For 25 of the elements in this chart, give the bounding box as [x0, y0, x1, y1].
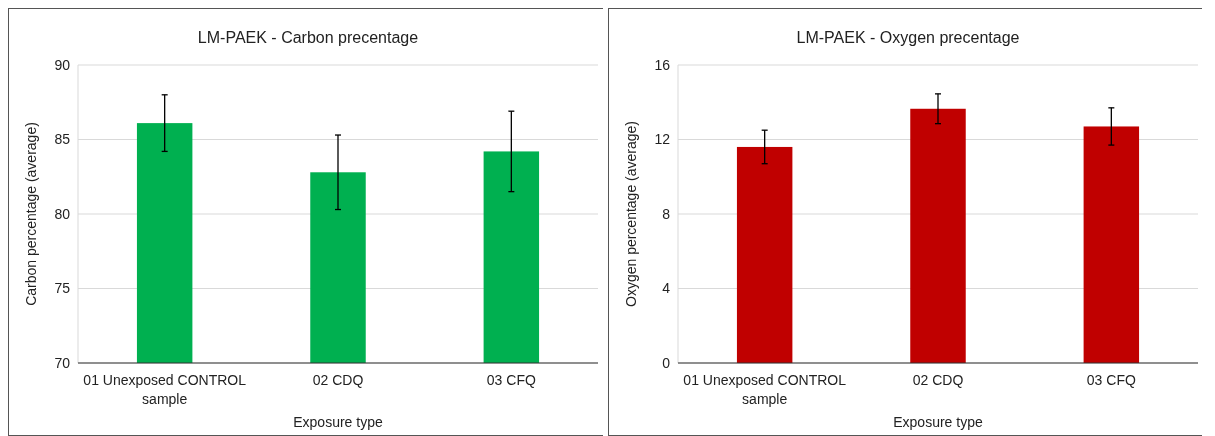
y-axis-title: Oxygen percentage (average)	[622, 121, 639, 307]
x-tick-label: 03 CFQ	[1086, 372, 1136, 388]
y-tick-label: 80	[54, 205, 71, 222]
y-tick-label: 8	[661, 205, 670, 222]
y-tick-label: 75	[54, 280, 71, 297]
y-tick-label: 16	[653, 56, 670, 73]
y-tick-label: 70	[54, 354, 71, 371]
x-tick-label: 02 CDQ	[912, 372, 963, 388]
y-tick-label: 0	[661, 354, 670, 371]
x-tick-label: 03 CFQ	[486, 372, 536, 388]
bar	[909, 108, 966, 363]
y-tick-label: 85	[54, 131, 71, 148]
y-tick-label: 12	[653, 131, 670, 148]
chart-title: LM-PAEK - Carbon precentage	[197, 29, 419, 46]
x-tick-label: 01 Unexposed CONTROL sample	[83, 372, 247, 407]
chart-title: LM-PAEK - Oxygen precentage	[796, 29, 1020, 46]
bar	[1083, 126, 1139, 363]
y-axis-title: Carbon percentage (average)	[23, 122, 39, 306]
bar	[736, 146, 792, 363]
x-tick-label: 01 Unexposed CONTROL sample	[682, 372, 846, 407]
x-axis-title: Exposure type	[892, 414, 983, 430]
y-tick-label: 4	[661, 280, 670, 297]
x-axis-title: Exposure type	[293, 414, 383, 430]
x-tick-label: 02 CDQ	[312, 372, 364, 388]
y-tick-label: 90	[54, 56, 71, 73]
